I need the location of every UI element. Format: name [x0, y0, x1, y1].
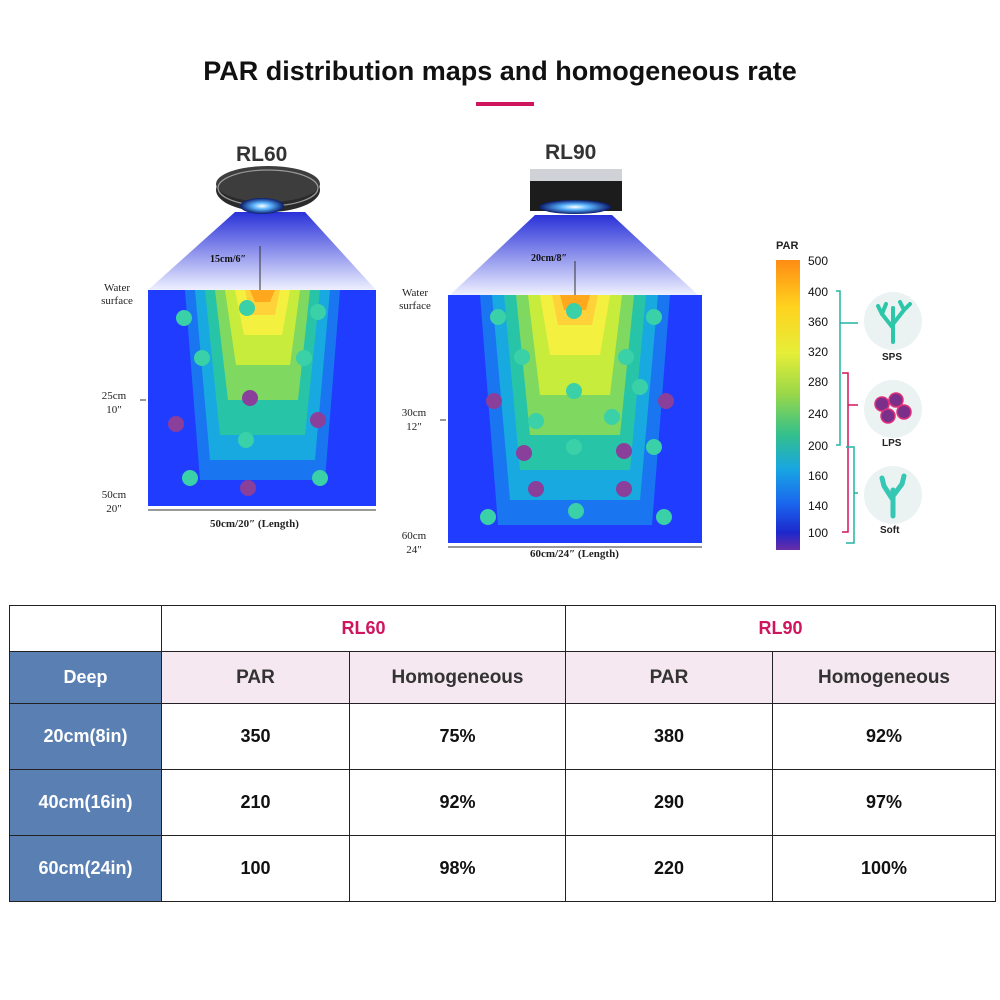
- coral-range-brackets: [836, 290, 858, 544]
- par-color-scale: [776, 260, 800, 550]
- rl90-par-cell: 220: [565, 835, 774, 902]
- sps-label: SPS: [882, 352, 903, 363]
- deep-cell: 60cm(24in): [9, 835, 162, 902]
- lps-label: LPS: [882, 438, 902, 449]
- title-underline: [476, 102, 534, 106]
- rl60-homogeneous-header: Homogeneous: [348, 651, 567, 704]
- par-scale-label: PAR: [776, 240, 799, 252]
- rl90-homogeneous-cell: 100%: [772, 835, 997, 902]
- rl90-title: RL90: [545, 141, 597, 164]
- rl60-column-header: RL60: [160, 605, 567, 652]
- rl90-column-header: RL90: [565, 605, 997, 652]
- rl60-depth-bottom-label: 50cm 20″: [101, 489, 127, 515]
- deep-cell: 20cm(8in): [9, 703, 162, 770]
- rl90-par-header: PAR: [565, 651, 774, 704]
- rl60-title: RL60: [236, 143, 288, 166]
- deep-header: Deep: [9, 651, 162, 704]
- rl60-depth-mid-label: 25cm 10″: [101, 390, 127, 416]
- rl90-homogeneous-cell: 97%: [772, 769, 997, 836]
- rl90-length-label: 60cm/24″ (Length): [530, 548, 619, 560]
- deep-cell: 40cm(16in): [9, 769, 162, 836]
- rl90-depth-mid-label: 30cm 12″: [401, 407, 427, 433]
- rl90-depth-bottom-label: 60cm 24″: [401, 530, 427, 556]
- rl90-coral-icons: [480, 303, 674, 525]
- rl60-distance-label: 15cm/6″: [210, 254, 246, 265]
- rl60-light-beam: [148, 212, 376, 290]
- rl60-par-cell: 350: [161, 703, 350, 770]
- rl60-par-cell: 100: [161, 835, 350, 902]
- rl90-light-beam: [450, 215, 698, 295]
- table-subheader-row: Deep PAR Homogeneous PAR Homogeneous: [9, 651, 997, 704]
- rl90-distance-label: 20cm/8″: [531, 253, 567, 264]
- rl60-homogeneous-cell: 98%: [348, 835, 567, 902]
- rl90-par-cell: 290: [565, 769, 774, 836]
- rl60-length-label: 50cm/20″ (Length): [210, 518, 299, 530]
- rl60-par-header: PAR: [161, 651, 350, 704]
- lps-coral-icon: [864, 380, 922, 438]
- rl60-homogeneous-cell: 75%: [348, 703, 567, 770]
- table-row: 60cm(24in) 100 98% 220 100%: [9, 835, 997, 902]
- rl60-coral-icons: [168, 300, 328, 496]
- soft-label: Soft: [880, 525, 900, 536]
- rl90-par-cell: 380: [565, 703, 774, 770]
- rl90-fixture: [530, 169, 622, 214]
- table-model-row: RL60 RL90: [9, 605, 997, 652]
- rl60-water-surface-label: Water surface: [101, 282, 133, 307]
- rl60-distribution-map: 15cm/6″: [140, 166, 376, 511]
- rl60-tank: [148, 290, 376, 506]
- par-comparison-table: RL60 RL90 Deep PAR Homogeneous PAR Homog…: [9, 605, 997, 902]
- rl90-homogeneous-header: Homogeneous: [772, 651, 997, 704]
- page-title: PAR distribution maps and homogeneous ra…: [203, 56, 797, 86]
- rl90-homogeneous-cell: 92%: [772, 703, 997, 770]
- soft-coral-icon: [864, 466, 922, 524]
- table-row: 40cm(16in) 210 92% 290 97%: [9, 769, 997, 836]
- rl60-fixture: [216, 166, 320, 214]
- rl60-homogeneous-cell: 92%: [348, 769, 567, 836]
- rl90-water-surface-label: Water surface: [399, 287, 431, 312]
- table-row: 20cm(8in) 350 75% 380 92%: [9, 703, 997, 770]
- rl60-par-cell: 210: [161, 769, 350, 836]
- rl90-distribution-map: 20cm/8″: [440, 169, 702, 548]
- sps-coral-icon: [864, 292, 922, 350]
- table-corner: [9, 605, 162, 652]
